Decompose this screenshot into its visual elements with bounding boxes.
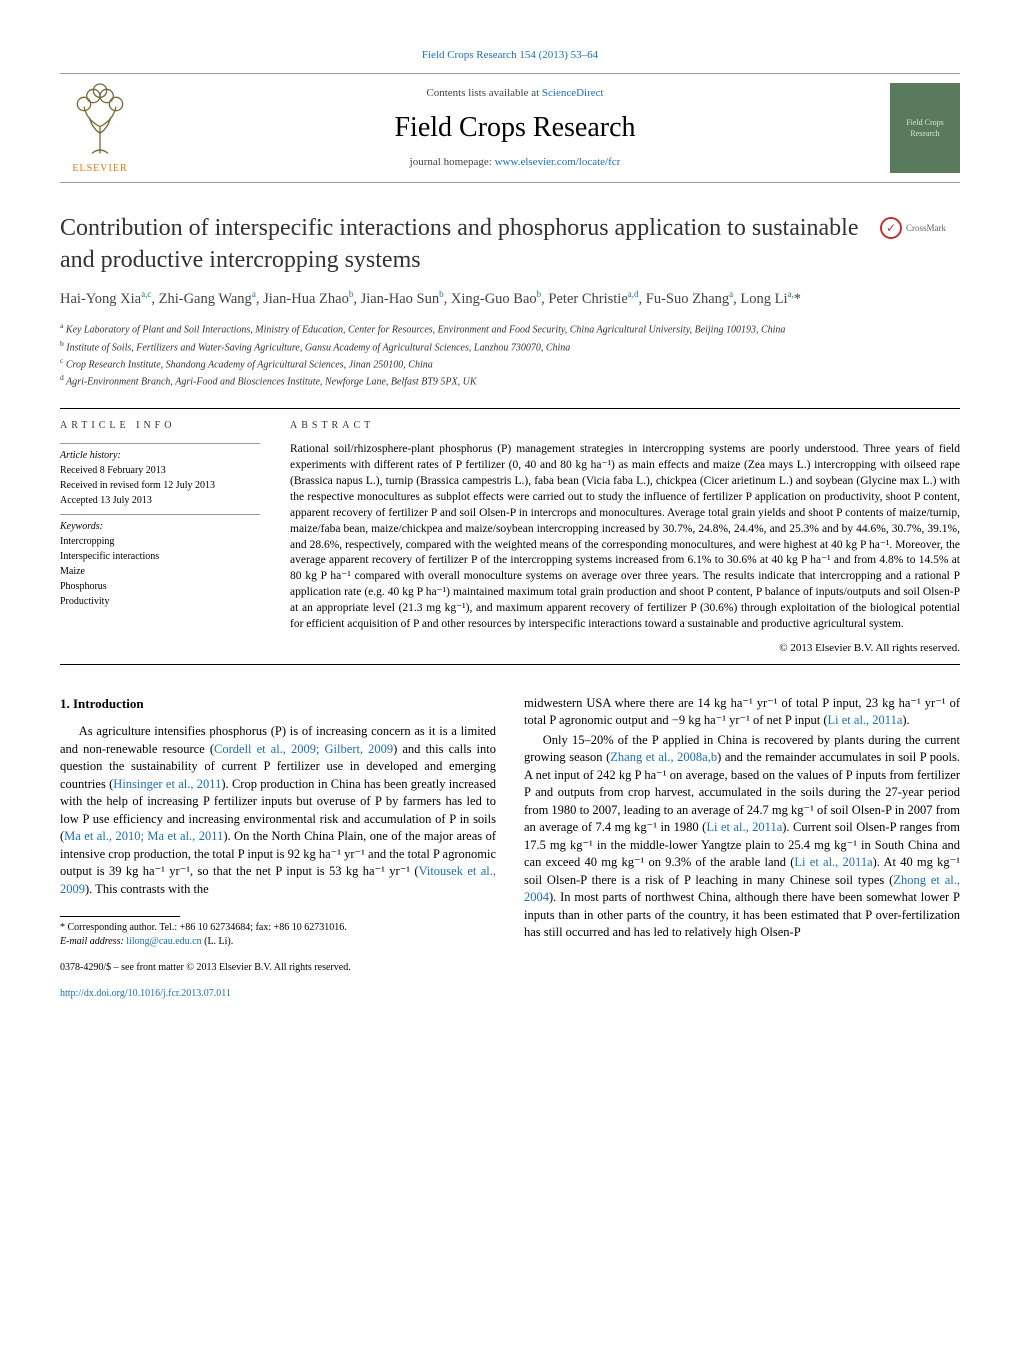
crossmark-icon: ✓ [880, 217, 902, 239]
citation-link[interactable]: Field Crops Research 154 (2013) 53–64 [422, 49, 598, 61]
author-list: Hai-Yong Xiaa,c, Zhi-Gang Wanga, Jian-Hu… [60, 288, 960, 311]
citation-link[interactable]: Li et al., 2011a [706, 820, 782, 834]
copyright: © 2013 Elsevier B.V. All rights reserved… [290, 641, 960, 656]
affiliation-a: a Key Laboratory of Plant and Soil Inter… [60, 320, 960, 337]
doi-link[interactable]: http://dx.doi.org/10.1016/j.fcr.2013.07.… [60, 988, 231, 999]
section-heading: 1. Introduction [60, 695, 496, 713]
history-label: Article history: [60, 449, 260, 463]
header-citation: Field Crops Research 154 (2013) 53–64 [60, 48, 960, 63]
keyword: Phosphorus [60, 580, 260, 594]
journal-title: Field Crops Research [140, 108, 890, 147]
publisher-name: ELSEVIER [60, 162, 140, 176]
homepage-link[interactable]: www.elsevier.com/locate/fcr [495, 156, 621, 168]
elsevier-tree-icon [60, 80, 140, 160]
keyword: Productivity [60, 595, 260, 609]
crossmark-badge[interactable]: ✓ CrossMark [880, 213, 960, 243]
corresponding-author: * Corresponding author. Tel.: +86 10 627… [60, 921, 496, 935]
accepted-date: Accepted 13 July 2013 [60, 494, 260, 508]
issn-line: 0378-4290/$ – see front matter © 2013 El… [60, 961, 496, 975]
article-title: Contribution of interspecific interactio… [60, 213, 860, 275]
sciencedirect-link[interactable]: ScienceDirect [542, 87, 604, 99]
received-date: Received 8 February 2013 [60, 464, 260, 478]
publisher-logo-block: ELSEVIER [60, 80, 140, 176]
keywords-label: Keywords: [60, 520, 260, 534]
citation-link[interactable]: Ma et al., 2010; Ma et al., 2011 [64, 829, 223, 843]
abstract: abstract Rational soil/rhizosphere-plant… [290, 419, 960, 656]
body-column-right: midwestern USA where there are 14 kg ha⁻… [524, 695, 960, 1001]
citation-link[interactable]: Zhang et al., 2008a,b [610, 750, 717, 764]
contents-available: Contents lists available at ScienceDirec… [140, 86, 890, 101]
info-heading: article info [60, 419, 260, 433]
revised-date: Received in revised form 12 July 2013 [60, 479, 260, 493]
affiliation-d: d Agri-Environment Branch, Agri-Food and… [60, 372, 960, 389]
journal-homepage: journal homepage: www.elsevier.com/locat… [140, 155, 890, 170]
footnote-divider [60, 916, 180, 917]
body-column-left: 1. Introduction As agriculture intensifi… [60, 695, 496, 1001]
paragraph: As agriculture intensifies phosphorus (P… [60, 723, 496, 898]
divider [60, 664, 960, 665]
citation-link[interactable]: Li et al., 2011a [828, 713, 903, 727]
citation-link[interactable]: Li et al., 2011a [794, 855, 872, 869]
article-info: article info Article history: Received 8… [60, 419, 260, 656]
keyword: Intercropping [60, 535, 260, 549]
citation-link[interactable]: Hinsinger et al., 2011 [113, 777, 221, 791]
paragraph: Only 15–20% of the P applied in China is… [524, 732, 960, 942]
affiliation-b: b Institute of Soils, Fertilizers and Wa… [60, 338, 960, 355]
body-text: 1. Introduction As agriculture intensifi… [60, 695, 960, 1001]
paragraph: midwestern USA where there are 14 kg ha⁻… [524, 695, 960, 730]
citation-link[interactable]: Cordell et al., 2009; Gilbert, 2009 [214, 742, 393, 756]
affiliation-c: c Crop Research Institute, Shandong Acad… [60, 355, 960, 372]
affiliations: a Key Laboratory of Plant and Soil Inter… [60, 320, 960, 389]
abstract-text: Rational soil/rhizosphere-plant phosphor… [290, 442, 960, 632]
keyword: Maize [60, 565, 260, 579]
journal-cover-icon: Field Crops Research [890, 83, 960, 173]
email-link[interactable]: lilong@cau.edu.cn [126, 936, 201, 947]
abstract-heading: abstract [290, 419, 960, 433]
keyword: Interspecific interactions [60, 550, 260, 564]
journal-banner: ELSEVIER Contents lists available at Sci… [60, 73, 960, 183]
divider [60, 408, 960, 409]
email-line: E-mail address: lilong@cau.edu.cn (L. Li… [60, 935, 496, 949]
